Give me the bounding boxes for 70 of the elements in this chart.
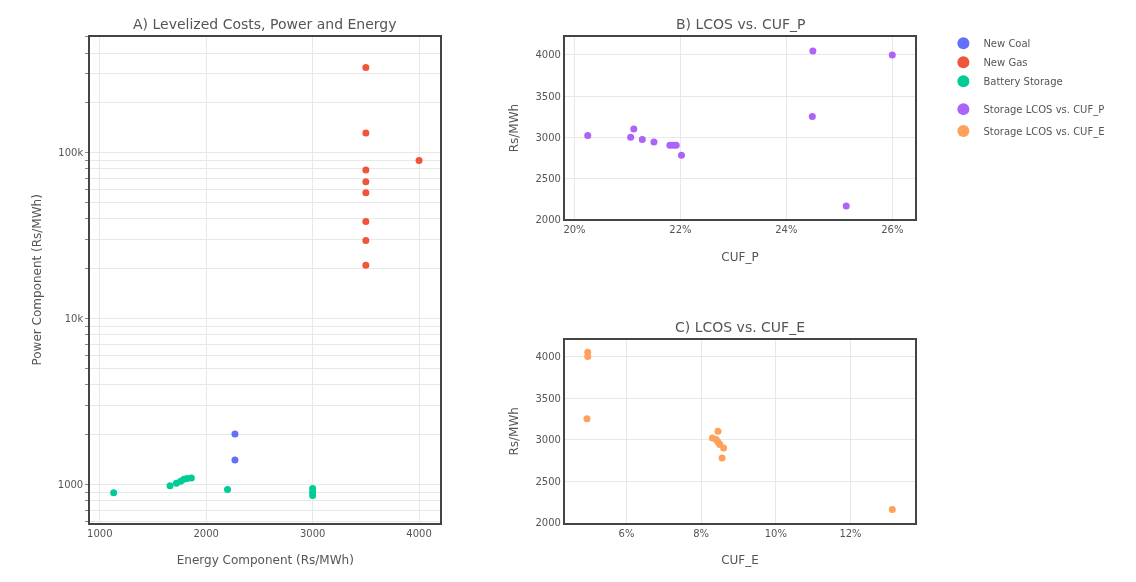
y-tick-label: 2000 (535, 213, 561, 225)
point (638, 136, 646, 144)
y-axis-title: Rs/MWh (507, 103, 522, 153)
x-tick-label: 22% (669, 224, 692, 236)
point (584, 131, 592, 139)
x-axis-title: Energy Component (Rs/MWh) (176, 553, 354, 568)
x-tick-label: 2000 (193, 527, 219, 539)
chart-title: B) LCOS vs. CUF_P (676, 16, 806, 32)
y-tick-label: 3000 (535, 131, 561, 143)
point (415, 157, 423, 164)
point (362, 64, 370, 72)
point (627, 133, 635, 141)
point (630, 125, 638, 133)
point (362, 166, 370, 174)
x-tick-label: 20% (563, 224, 586, 236)
point (309, 492, 317, 500)
point (231, 456, 239, 464)
point (224, 486, 232, 494)
y-tick-label: 10k (64, 313, 84, 325)
point (842, 202, 850, 210)
y-tick-label: 2500 (535, 475, 561, 487)
x-tick-label: 12% (839, 527, 862, 539)
point (362, 129, 370, 137)
point (362, 178, 370, 186)
y-tick-label: 3000 (535, 434, 561, 446)
point (362, 261, 370, 269)
point (888, 51, 896, 59)
x-tick-label: 26% (881, 224, 904, 236)
y-axis-title: Rs/MWh (507, 407, 522, 456)
x-axis-title: CUF_P (721, 249, 759, 264)
y-tick-label: 100k (58, 147, 84, 159)
point (187, 474, 195, 482)
point (718, 454, 726, 462)
y-tick-label: 4000 (535, 49, 561, 61)
y-tick-label: 3500 (535, 392, 561, 404)
y-tick-label: 4000 (535, 350, 561, 362)
point (809, 47, 817, 55)
chart-title: C) LCOS vs. CUF_E (675, 319, 806, 335)
x-tick-label: 4000 (406, 527, 432, 539)
chart-title: A) Levelized Costs, Power and Energy (133, 16, 397, 32)
x-tick-label: 8% (693, 527, 710, 539)
y-tick-label: 2000 (535, 517, 561, 529)
point (362, 218, 370, 225)
y-axis-title: Power Component (Rs/MWh) (29, 194, 44, 366)
legend-label: Storage LCOS vs. CUF_P (983, 104, 1105, 117)
x-tick-label: 1000 (87, 527, 113, 539)
legend-label: Storage LCOS vs. CUF_E (983, 125, 1105, 138)
point (231, 430, 239, 438)
x-tick-label: 24% (775, 224, 798, 236)
point (808, 113, 816, 121)
point (714, 427, 722, 435)
point (362, 189, 370, 197)
point (677, 151, 685, 159)
x-axis-title: CUF_E (721, 553, 759, 568)
point (166, 482, 174, 490)
point (888, 505, 896, 513)
point (720, 444, 728, 452)
legend-label: New Coal (983, 38, 1031, 50)
point (362, 236, 370, 244)
point (583, 415, 591, 423)
y-tick-label: 2500 (535, 172, 561, 184)
x-tick-label: 10% (764, 527, 787, 539)
point (110, 489, 118, 497)
point (650, 138, 658, 146)
legend-label: Battery Storage (983, 76, 1063, 88)
y-tick-label: 3500 (535, 90, 561, 102)
x-tick-label: 3000 (299, 527, 326, 539)
y-tick-label: 1000 (57, 479, 84, 491)
legend-label: New Gas (983, 57, 1028, 69)
x-tick-label: 6% (618, 527, 635, 539)
